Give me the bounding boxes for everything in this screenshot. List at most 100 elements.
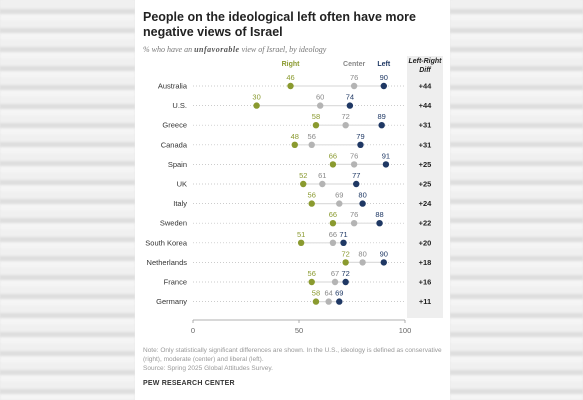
value-label-left: 91 (382, 151, 390, 160)
dot-plot: Right Center Left Left-Right Diff Australia 46… (145, 56, 443, 335)
dot-right (287, 82, 294, 90)
dot-left (376, 220, 383, 227)
chart-note: Note: Only statistically significant dif… (143, 346, 443, 373)
country-label: UK (177, 180, 187, 189)
dot-left (357, 141, 364, 148)
dot-right (342, 259, 349, 266)
dot-center (325, 298, 332, 305)
dot-center (317, 102, 324, 109)
value-label-center: 61 (318, 171, 326, 180)
diff-value: +24 (419, 199, 433, 208)
dot-right (329, 161, 337, 168)
value-label-center: 76 (350, 151, 358, 160)
value-label-center: 76 (350, 73, 358, 82)
value-label-center: 56 (308, 132, 316, 141)
dot-left (336, 298, 343, 305)
source-text: Source: Spring 2025 Global Attitudes Sur… (143, 365, 273, 372)
value-label-right: 48 (291, 132, 299, 141)
value-label-left: 69 (335, 289, 343, 298)
value-label-center: 80 (358, 249, 366, 258)
country-label: Spain (168, 160, 187, 169)
legend-right: Right (282, 61, 301, 68)
country-label: South Korea (145, 238, 188, 247)
value-label-left: 79 (356, 132, 364, 141)
country-label: Canada (161, 140, 188, 149)
value-label-left: 72 (341, 269, 349, 278)
value-label-center: 66 (329, 230, 337, 239)
diff-value: +25 (419, 160, 432, 169)
value-label-right: 58 (312, 289, 320, 298)
dot-left (342, 278, 349, 286)
diff-value: +44 (419, 101, 433, 110)
dot-center (350, 82, 358, 90)
subtitle-suffix: view of Israel, by ideology (239, 45, 327, 54)
value-label-left: 90 (380, 73, 388, 82)
chart-card: People on the ideological left often hav… (135, 0, 450, 400)
dot-center (350, 161, 358, 168)
value-label-left: 89 (378, 112, 386, 121)
country-label: Australia (158, 82, 188, 91)
dot-center (342, 122, 349, 129)
background-blur-right (450, 0, 583, 400)
value-label-left: 90 (380, 249, 388, 258)
value-label-left: 88 (375, 210, 383, 219)
subtitle-prefix: % who have an (143, 45, 195, 54)
subtitle-emphasis: unfavorable (194, 45, 240, 54)
dot-right (329, 220, 337, 227)
country-label: U.S. (172, 101, 187, 110)
dot-right (300, 180, 307, 188)
value-label-right: 51 (297, 230, 305, 239)
country-label: Greece (162, 121, 187, 130)
value-label-center: 76 (350, 210, 358, 219)
diff-value: +31 (419, 140, 432, 149)
value-label-right: 66 (329, 151, 337, 160)
x-tick-label: 100 (399, 326, 412, 335)
dot-right (312, 298, 320, 305)
value-label-right: 56 (308, 269, 316, 278)
dot-left (378, 122, 385, 129)
dot-left (382, 161, 390, 168)
dot-center (336, 200, 343, 207)
legend-left: Left (377, 61, 391, 68)
value-label-right: 30 (252, 93, 260, 102)
dot-right (308, 200, 315, 207)
value-label-left: 80 (358, 191, 366, 200)
country-label: Italy (173, 199, 187, 208)
dot-center (350, 220, 358, 227)
note-text: Note: Only statistically significant dif… (143, 347, 442, 363)
value-label-center: 72 (341, 112, 349, 121)
value-label-right: 56 (308, 191, 316, 200)
dot-left (346, 102, 354, 109)
country-label: Sweden (160, 219, 187, 228)
country-label: Germany (156, 297, 187, 306)
value-label-left: 77 (352, 171, 360, 180)
diff-value: +44 (419, 82, 433, 91)
value-label-center: 64 (325, 289, 333, 298)
country-label: France (164, 278, 187, 287)
brand-label: PEW RESEARCH CENTER (143, 380, 235, 387)
dot-center (319, 180, 326, 188)
value-label-right: 58 (312, 112, 320, 121)
dot-right (253, 102, 260, 109)
x-tick-label: 0 (191, 326, 195, 335)
dot-center (359, 259, 366, 266)
diff-value: +31 (419, 121, 432, 130)
legend-diff-line1: Left-Right (408, 58, 442, 65)
diff-value: +11 (419, 297, 431, 306)
diff-value: +22 (419, 219, 432, 228)
value-label-right: 66 (329, 210, 337, 219)
chart-subtitle: % who have an unfavorable view of Israel… (143, 45, 443, 54)
diff-value: +18 (419, 258, 432, 267)
value-label-right: 52 (299, 171, 307, 180)
dot-right (308, 278, 315, 286)
value-label-center: 60 (316, 93, 324, 102)
dot-left (380, 82, 387, 90)
value-label-left: 71 (339, 230, 347, 239)
dot-right (297, 239, 305, 246)
dot-center (329, 239, 337, 246)
background-blur-left (0, 0, 135, 400)
x-tick-label: 50 (295, 326, 303, 335)
legend-center: Center (343, 61, 365, 68)
dot-left (353, 180, 360, 188)
dot-right (312, 122, 320, 129)
